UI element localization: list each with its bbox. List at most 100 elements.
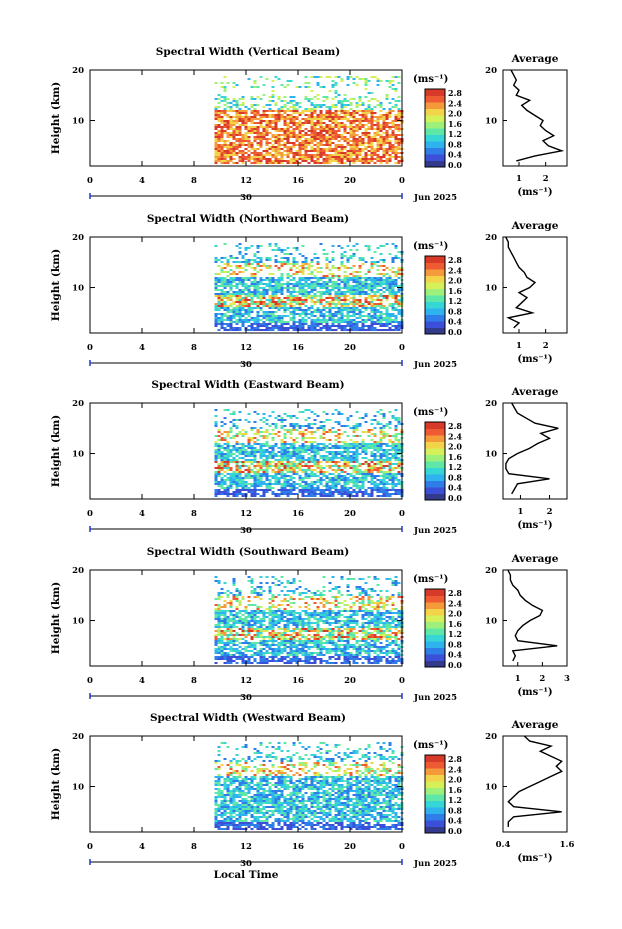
heatmap-cell (388, 156, 392, 158)
heatmap-cell (364, 154, 368, 156)
heatmap-cell (385, 309, 389, 311)
heatmap-cell (244, 297, 248, 299)
heatmap-cell (397, 146, 401, 148)
heatmap-cell (268, 481, 272, 483)
heatmap-cell (382, 142, 386, 144)
heatmap-cell (250, 449, 254, 451)
heatmap-cell (223, 283, 227, 285)
heatmap-cell (382, 136, 386, 138)
heatmap-cell (232, 311, 236, 313)
heatmap-cell (220, 457, 224, 459)
heatmap-cell (304, 148, 308, 150)
heatmap-cell (301, 477, 305, 479)
heatmap-cell (316, 429, 320, 431)
heatmap-cell (343, 158, 347, 160)
heatmap-cell (283, 283, 287, 285)
heatmap-cell (370, 128, 374, 130)
heatmap-cell (355, 110, 359, 112)
heatmap-cell (397, 445, 401, 447)
heatmap-cell (295, 152, 299, 154)
heatmap-cell (379, 116, 383, 118)
heatmap-cell (349, 491, 353, 493)
heatmap-cell (376, 116, 380, 118)
heatmap-cell (358, 329, 362, 331)
heatmap-cell (310, 329, 314, 331)
heatmap-cell (220, 122, 224, 124)
heatmap-cell (385, 475, 389, 477)
heatmap-cell (331, 461, 335, 463)
heatmap-cell (343, 425, 347, 427)
heatmap-cell (355, 126, 359, 128)
heatmap-cell (370, 453, 374, 455)
heatmap-cell (376, 459, 380, 461)
heatmap-cell (241, 152, 245, 154)
heatmap-cell (391, 313, 395, 315)
heatmap-cell (277, 277, 281, 279)
heatmap-cell (280, 114, 284, 116)
heatmap-cell (397, 289, 401, 291)
heatmap-cell (262, 453, 266, 455)
heatmap-cell (346, 84, 350, 86)
heatmap-cell (217, 160, 221, 162)
heatmap-cell (277, 96, 281, 98)
heatmap-cell (346, 417, 350, 419)
heatmap-cell (358, 138, 362, 140)
heatmap-cell (289, 469, 293, 471)
heatmap-cell (250, 461, 254, 463)
heatmap-cell (394, 247, 398, 249)
heatmap-cell (226, 148, 230, 150)
heatmap-cell (397, 128, 401, 130)
heatmap-cell (349, 465, 353, 467)
heatmap-cell (265, 457, 269, 459)
heatmap-cell (235, 313, 239, 315)
heatmap-cell (250, 301, 254, 303)
heatmap-cell (331, 259, 335, 261)
heatmap-cell (220, 285, 224, 287)
heatmap-cell (346, 435, 350, 437)
heatmap-cell (247, 287, 251, 289)
heatmap-cell (223, 154, 227, 156)
heatmap-cell (247, 315, 251, 317)
heatmap-cell (343, 293, 347, 295)
heatmap-cell (322, 128, 326, 130)
heatmap-cell (319, 295, 323, 297)
heatmap-cell (232, 293, 236, 295)
heatmap-cell (217, 132, 221, 134)
heatmap-cell (394, 427, 398, 429)
heatmap-cell (376, 319, 380, 321)
heatmap-cell (286, 257, 290, 259)
heatmap-cell (253, 421, 257, 423)
heatmap-cell (388, 473, 392, 475)
heatmap-cell (355, 313, 359, 315)
heatmap-cell (385, 319, 389, 321)
heatmap-cell (343, 251, 347, 253)
heatmap-cell (262, 287, 266, 289)
heatmap-cell (307, 138, 311, 140)
heatmap-cell (280, 303, 284, 305)
heatmap-cell (328, 325, 332, 327)
heatmap-cell (274, 463, 278, 465)
heatmap-cell (235, 443, 239, 445)
heatmap-cell (307, 309, 311, 311)
heatmap-cell (331, 447, 335, 449)
heatmap-cell (265, 485, 269, 487)
heatmap-cell (328, 128, 332, 130)
y-tick-label: 20 (72, 233, 84, 243)
heatmap-cell (220, 455, 224, 457)
heatmap-cell (385, 152, 389, 154)
heatmap-cell (322, 160, 326, 162)
heatmap-cell (310, 297, 314, 299)
heatmap-cell (226, 162, 230, 164)
heatmap-cell (328, 279, 332, 281)
heatmap-cell (292, 263, 296, 265)
heatmap-cell (283, 425, 287, 427)
heatmap-cell (271, 122, 275, 124)
heatmap-cell (304, 445, 308, 447)
heatmap-cell (235, 477, 239, 479)
heatmap-cell (358, 443, 362, 445)
heatmap-cell (244, 132, 248, 134)
heatmap-cell (352, 277, 356, 279)
heatmap-cell (394, 152, 398, 154)
heatmap-cell (349, 116, 353, 118)
heatmap-cell (232, 152, 236, 154)
